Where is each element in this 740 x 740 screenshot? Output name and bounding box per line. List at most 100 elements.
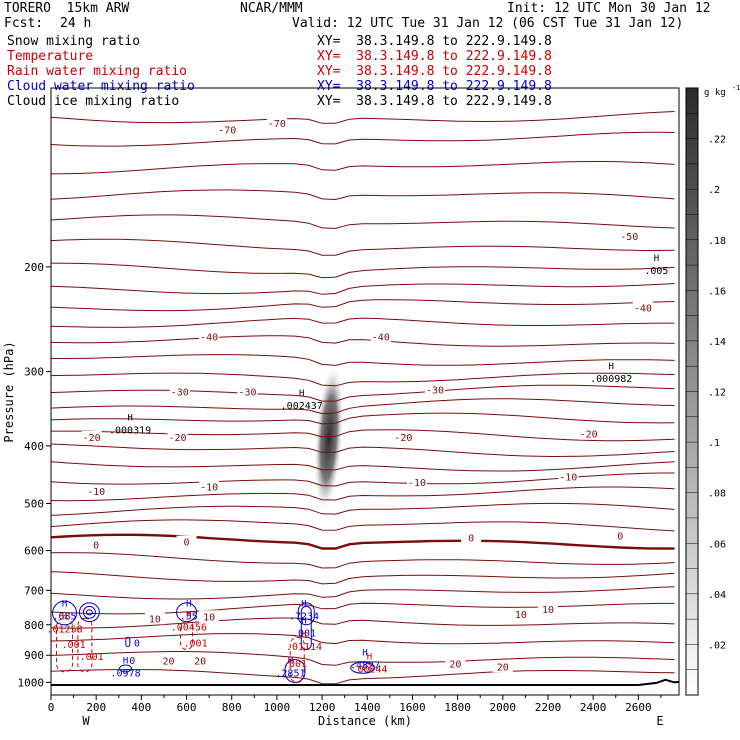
- maximum-value-label: .000319: [109, 426, 151, 437]
- cloud-water-contour: [85, 609, 93, 616]
- x-tick-label: 400: [131, 701, 151, 714]
- high-marker: H: [186, 599, 191, 609]
- colorbar-tick-label: .06: [708, 539, 726, 550]
- isotherm-label: 20: [194, 656, 206, 667]
- contour-value-label: .001: [80, 652, 104, 663]
- isotherm-label: 0: [93, 540, 99, 551]
- colorbar-tick-label: .08: [708, 489, 726, 500]
- colorbar-tick-label: .02: [708, 640, 726, 651]
- isotherm-label: 10: [149, 614, 161, 625]
- colorbar-tick-label: .14: [708, 337, 726, 348]
- cloud-water-contour: [300, 605, 312, 650]
- cloud-water-contour: [119, 664, 133, 673]
- field-xy-temperature: XY= 38.3.149.8 to 222.9.149.8: [317, 49, 552, 64]
- colorbar-tick-label: .04: [708, 590, 726, 601]
- isotherm-label: -20: [168, 433, 186, 444]
- label-background: [199, 610, 220, 623]
- cloud-water-contour: [78, 602, 100, 623]
- isotherm-label: -10: [559, 472, 577, 483]
- high-marker: H: [301, 617, 306, 627]
- isotherm-line: [50, 283, 675, 295]
- shading-layer: [313, 363, 344, 514]
- rain-water-contour: [56, 617, 74, 673]
- label-background: [144, 612, 165, 625]
- x-tick-label: 1200: [309, 701, 336, 714]
- isotherm-line: [51, 354, 675, 366]
- label-background: [619, 229, 640, 242]
- high-marker: H: [127, 414, 132, 424]
- x-axis-left-end: W: [82, 714, 90, 728]
- colorbar-tick-label: .2: [708, 185, 720, 196]
- isotherm-label: -10: [87, 487, 105, 498]
- isotherm-line: [50, 398, 675, 415]
- field-name-snow: Snow mixing ratio: [7, 34, 141, 49]
- cloud-water-contour: [297, 602, 315, 626]
- isotherm-line: [50, 131, 675, 147]
- y-tick-label: 400: [24, 440, 44, 453]
- high-marker: H: [609, 362, 614, 372]
- forecast-hour: 24 h: [60, 16, 92, 31]
- cloud-water-contour: [82, 605, 96, 619]
- forecast-label: Fcst:: [4, 16, 44, 31]
- contour-layer: [50, 111, 680, 686]
- y-axis-label: Pressure (hPa): [2, 341, 16, 442]
- cloud-water-contour: [125, 636, 131, 647]
- maximum-value-label: .0978: [110, 668, 140, 679]
- isotherm-label: -20: [580, 430, 598, 441]
- contour-value-label: .001: [184, 638, 208, 649]
- high-marker: H: [299, 389, 304, 399]
- rain-water-contour: [289, 636, 305, 683]
- isotherm-label: -50: [620, 232, 638, 243]
- label-background: [86, 538, 107, 551]
- maximum-value-label: .55: [180, 611, 198, 622]
- isotherm-label: 20: [449, 660, 461, 671]
- maximum-value-label: .01114: [286, 642, 322, 653]
- isotherm-label: -20: [394, 433, 412, 444]
- high-marker: H: [301, 599, 306, 609]
- isotherm-line: [50, 461, 675, 472]
- isotherm-line: [50, 372, 675, 387]
- isotherm-label: 10: [515, 610, 527, 621]
- isotherm-line: [50, 519, 675, 532]
- rain-water-contour: [362, 663, 372, 673]
- isotherm-line: [50, 552, 675, 569]
- isotherm-line: [50, 161, 675, 175]
- x-tick-label: 2400: [580, 701, 607, 714]
- label-background: [445, 657, 466, 670]
- x-tick-label: 200: [86, 701, 106, 714]
- colorbar-tick-label: .12: [708, 388, 726, 399]
- maximum-value-label: .002437: [281, 401, 323, 412]
- label-background: [537, 602, 558, 615]
- colorbar-tick-label: .1: [708, 438, 720, 449]
- isotherm-label: 0: [184, 538, 190, 549]
- label-background: [199, 480, 220, 493]
- isotherm-line: [50, 668, 675, 685]
- high-marker: H: [288, 656, 293, 666]
- label-background: [266, 117, 287, 130]
- high-marker: H: [654, 254, 659, 264]
- label-background: [169, 385, 190, 398]
- isotherm-line: [50, 412, 675, 425]
- label-layer: -70 -70 -50 -40 -40 -40 -30 -30 -30 -20 -20 -20 -20 -…: [46, 117, 668, 679]
- plot-frame: [50, 87, 680, 696]
- maximum-value-label: .000982: [590, 374, 632, 385]
- y-tick-label: 700: [24, 584, 44, 597]
- field-name-cloud-ice: Cloud ice mixing ratio: [7, 94, 180, 109]
- maximum-value-label: .00244: [351, 664, 387, 675]
- rain-water-contour: [180, 621, 194, 650]
- valid-time: Valid: 12 UTC Tue 31 Jan 12 (06 CST Tue …: [292, 16, 684, 31]
- maximum-value-label: .00456: [171, 622, 207, 633]
- maximum-value-label: .685: [53, 611, 77, 622]
- label-background: [86, 484, 107, 497]
- label-background: [190, 654, 211, 667]
- isotherm-line: [50, 299, 675, 312]
- field-xy-cloud-ice: XY= 38.3.149.8 to 222.9.149.8: [317, 94, 552, 109]
- isotherm-line: [50, 189, 675, 201]
- label-background: [370, 330, 391, 343]
- label-background: [176, 535, 197, 548]
- isotherm-label: -40: [372, 333, 390, 344]
- y-tick-label: 500: [24, 497, 44, 510]
- isotherm-label: -40: [200, 333, 218, 344]
- label-background: [393, 431, 414, 444]
- isotherm-line: [50, 111, 675, 124]
